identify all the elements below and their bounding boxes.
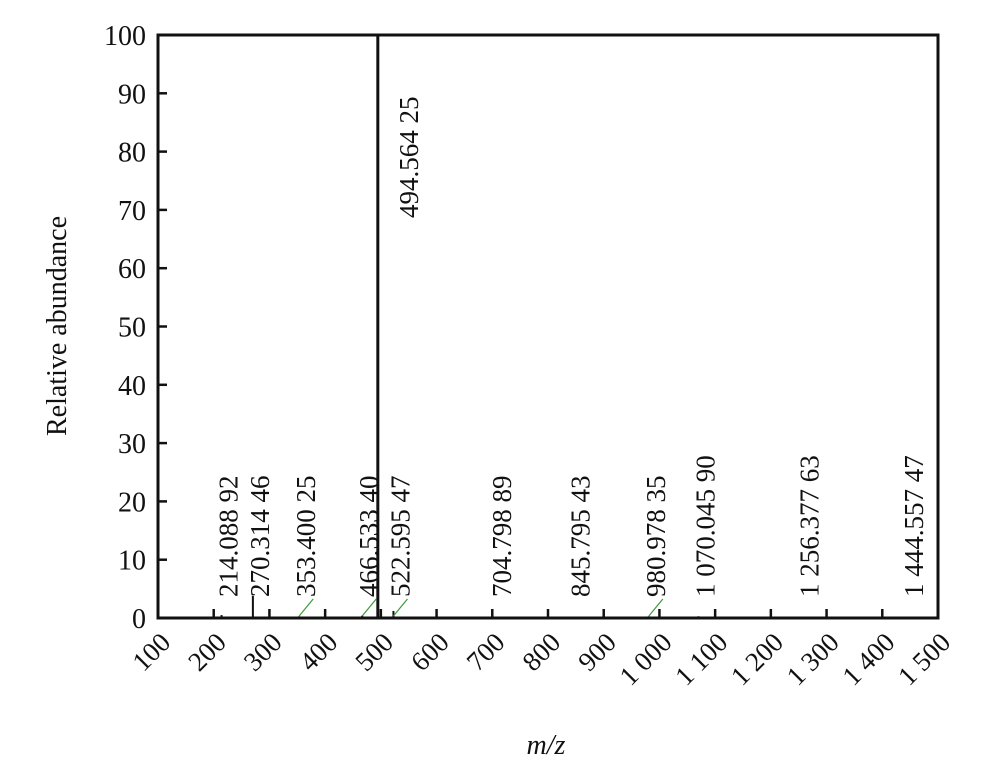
y-tick-label: 80 xyxy=(118,138,146,169)
y-tick-label: 10 xyxy=(118,546,146,577)
x-tick-label: 700 xyxy=(461,627,511,677)
x-tick-label: 800 xyxy=(516,627,566,677)
peak-label: 980.978 35 xyxy=(641,476,671,598)
y-tick-label: 90 xyxy=(118,79,146,110)
peak-label: 466.533 40 xyxy=(354,476,384,598)
x-tick-label: 1 200 xyxy=(725,627,789,691)
x-tick-label: 400 xyxy=(294,627,344,677)
peak-label: 1 444.557 47 xyxy=(899,455,929,597)
y-tick-label: 20 xyxy=(118,487,146,518)
x-tick-label: 1 300 xyxy=(781,627,845,691)
peak-leader-line xyxy=(298,598,314,617)
peak-label: 214.088 92 xyxy=(214,476,244,598)
y-tick-label: 100 xyxy=(104,21,146,52)
y-tick-label: 60 xyxy=(118,254,146,285)
peak-leader-line xyxy=(361,598,377,617)
x-tick-label: 1 100 xyxy=(669,627,733,691)
peak-label: 270.314 46 xyxy=(245,476,275,598)
peak-label: 494.564 25 xyxy=(394,97,424,219)
x-tick-label: 200 xyxy=(182,627,232,677)
peak-label: 704.798 89 xyxy=(487,476,517,598)
x-tick-label: 600 xyxy=(405,627,455,677)
x-tick-label: 1 500 xyxy=(892,627,956,691)
x-tick-label: 1 400 xyxy=(836,627,900,691)
peak-label: 522.595 47 xyxy=(385,476,415,598)
peak-leader-line xyxy=(392,598,408,617)
y-axis-title: Relative abundance xyxy=(42,216,73,436)
peak-label: 1 256.377 63 xyxy=(794,455,824,597)
peak-label: 1 070.045 90 xyxy=(690,455,720,597)
x-axis-title: m/z xyxy=(527,730,566,761)
x-tick-label: 500 xyxy=(349,627,399,677)
peak-label: 845.795 43 xyxy=(566,476,596,598)
x-tick-label: 300 xyxy=(238,627,288,677)
y-tick-label: 70 xyxy=(118,196,146,227)
y-tick-label: 40 xyxy=(118,371,146,402)
x-tick-label: 1 000 xyxy=(614,627,678,691)
y-tick-label: 50 xyxy=(118,313,146,344)
peak-leader-line xyxy=(648,598,664,617)
y-tick-label: 0 xyxy=(132,604,146,635)
y-tick-label: 30 xyxy=(118,429,146,460)
peak-label: 353.400 25 xyxy=(291,476,321,598)
